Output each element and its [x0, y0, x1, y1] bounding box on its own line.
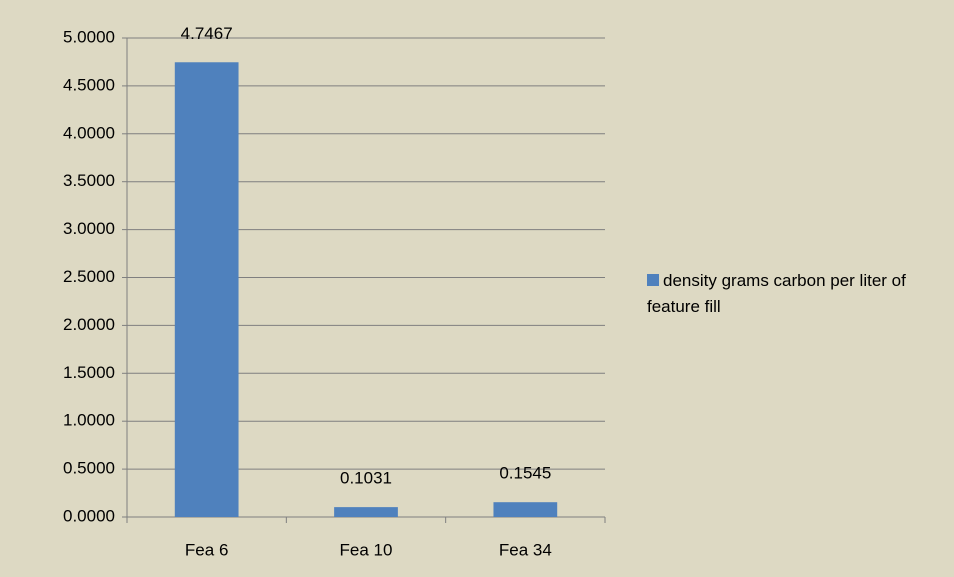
bar: [174, 62, 239, 517]
y-tick-label: 3.0000: [63, 219, 115, 238]
bar: [334, 507, 398, 517]
y-tick-label: 4.5000: [63, 75, 115, 94]
x-tick-label: Fea 10: [340, 540, 393, 559]
y-tick-label: 5.0000: [63, 27, 115, 46]
y-tick-label: 0.5000: [63, 459, 115, 478]
data-label: 4.7467: [181, 24, 233, 43]
y-tick-label: 4.0000: [63, 123, 115, 142]
bar: [493, 502, 558, 517]
data-label: 0.1031: [340, 469, 392, 488]
x-tick-label: Fea 6: [185, 540, 228, 559]
legend-swatch: [647, 274, 659, 286]
legend: density grams carbon per liter of featur…: [647, 268, 947, 320]
y-tick-label: 3.5000: [63, 171, 115, 190]
y-tick-label: 0.0000: [63, 506, 115, 525]
data-label: 0.1545: [499, 464, 551, 483]
y-tick-label: 2.0000: [63, 315, 115, 334]
y-tick-label: 1.5000: [63, 363, 115, 382]
legend-label: density grams carbon per liter of featur…: [647, 271, 906, 316]
y-tick-label: 1.0000: [63, 411, 115, 430]
x-tick-label: Fea 34: [499, 540, 552, 559]
y-tick-label: 2.5000: [63, 267, 115, 286]
